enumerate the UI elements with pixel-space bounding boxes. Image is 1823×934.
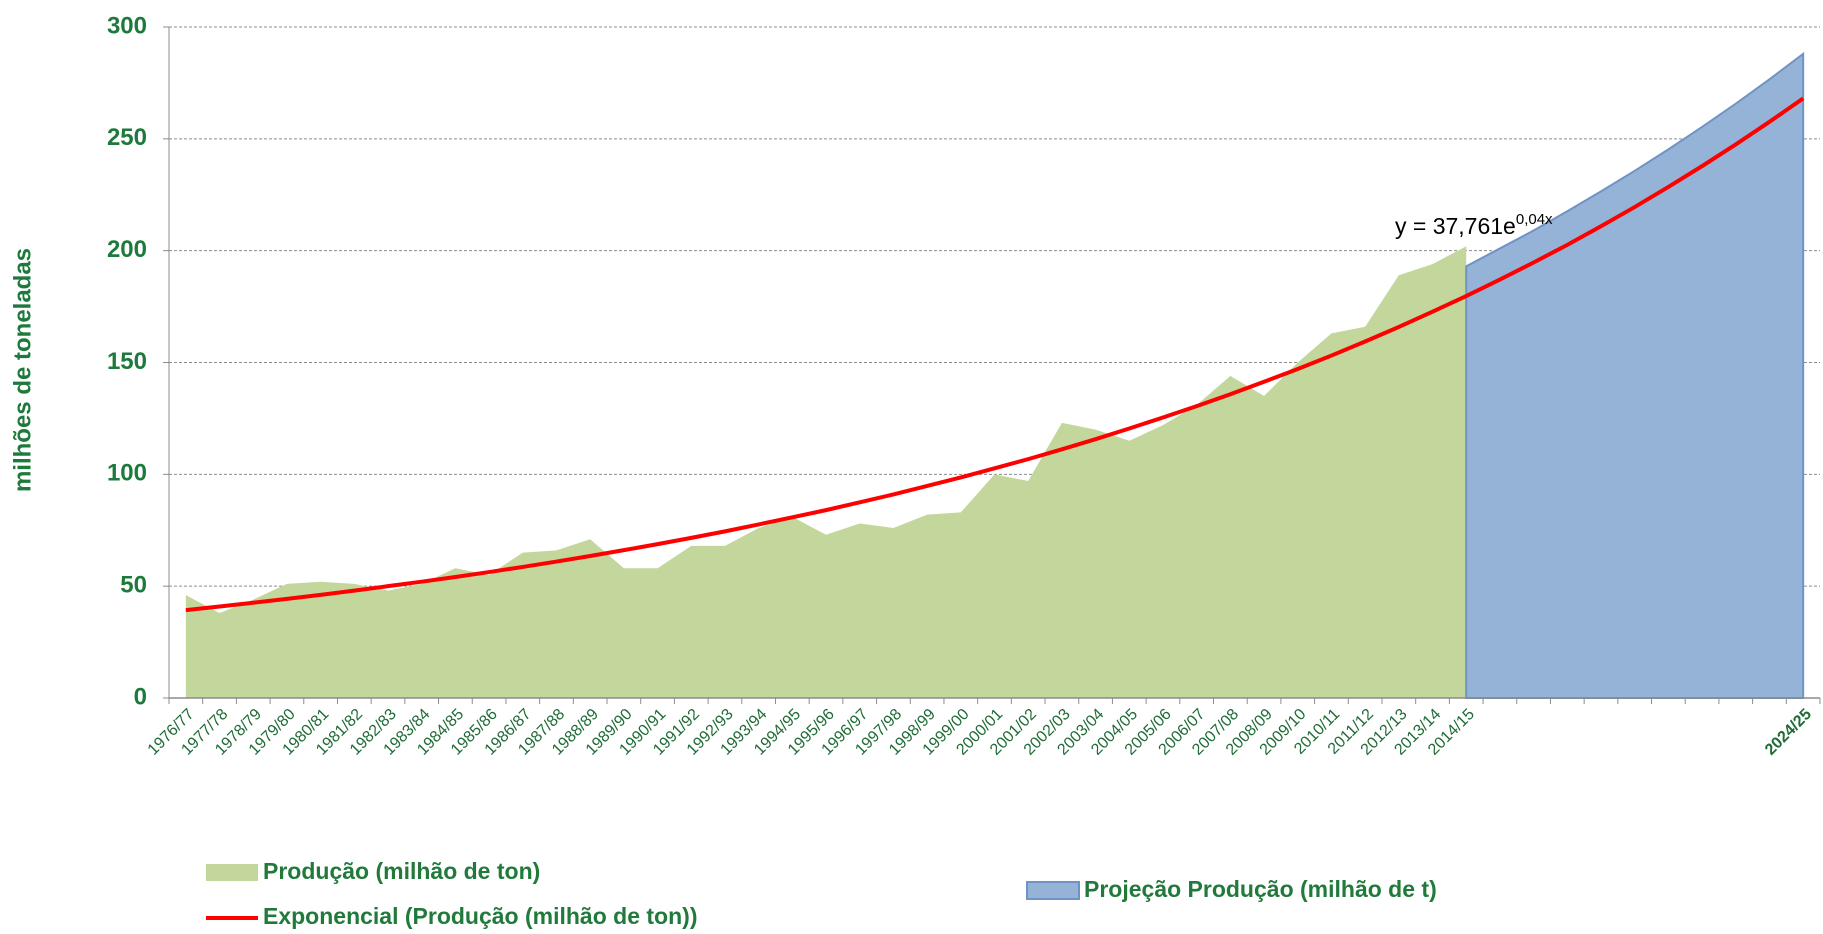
legend-label: Produção (milhão de ton) <box>263 858 540 884</box>
equation-exponent: 0,04x <box>1516 211 1553 228</box>
y-axis-title: milhões de toneladas <box>9 248 36 492</box>
legend-label: Exponencial (Produção (milhão de ton)) <box>263 903 697 929</box>
y-tick-label: 250 <box>107 124 147 151</box>
legend-label: Projeção Produção (milhão de t) <box>1084 876 1437 902</box>
y-tick-label: 0 <box>134 683 147 710</box>
area <box>1465 51 1805 699</box>
trend-line <box>185 96 1805 613</box>
legend-swatch <box>206 864 258 881</box>
trend-equation: y = 37,761e0,04x <box>1395 211 1553 239</box>
y-tick-label: 50 <box>120 572 147 599</box>
y-tick-label: 200 <box>107 236 147 263</box>
equation-text: y = 37,761e <box>1395 213 1516 239</box>
x-tick-label: 2024/25 <box>1762 706 1815 759</box>
y-tick-label: 150 <box>107 348 147 375</box>
legend-swatch <box>1026 881 1080 900</box>
area <box>185 246 1467 698</box>
y-tick-label: 300 <box>107 12 147 39</box>
y-tick-label: 100 <box>107 460 147 487</box>
